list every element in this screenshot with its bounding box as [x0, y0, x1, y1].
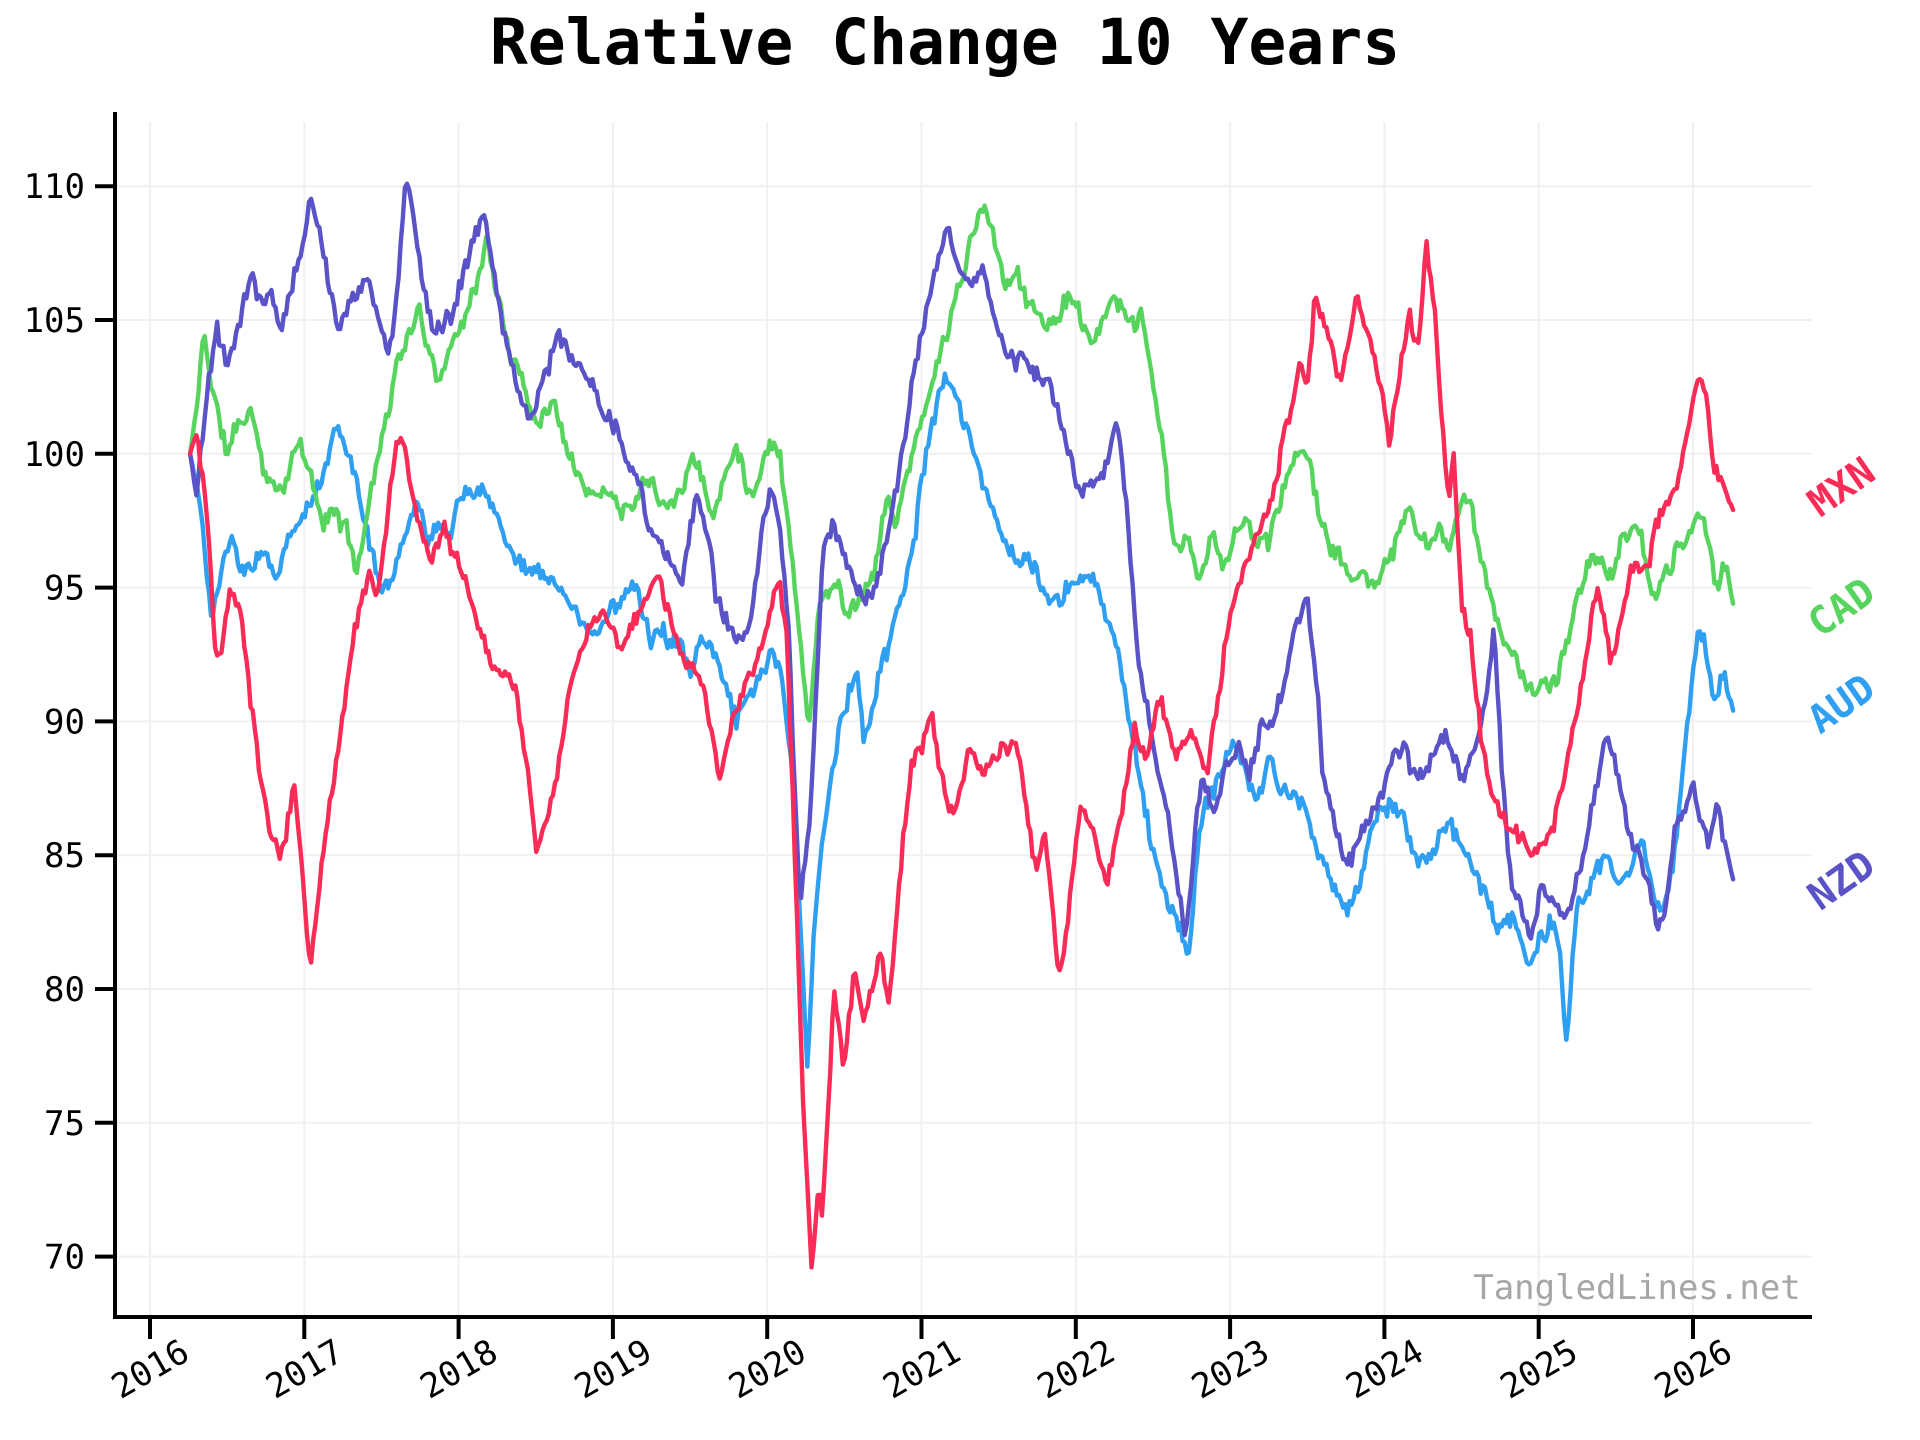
x-tick-label: 2022: [1031, 1332, 1122, 1408]
x-tick-label: 2019: [568, 1332, 659, 1408]
legend-label-aud: AUD: [1800, 666, 1884, 743]
series-line-nzd: [187, 181, 1736, 941]
y-tick-label: 90: [44, 702, 85, 742]
x-tick-label: 2016: [105, 1332, 196, 1408]
x-tick-label: 2025: [1494, 1332, 1585, 1408]
series-line-cad: [187, 203, 1736, 723]
y-tick-label: 95: [44, 569, 85, 609]
chart-title: Relative Change 10 Years: [489, 6, 1401, 79]
series-line-aud: [187, 371, 1736, 1069]
x-tick-label: 2026: [1648, 1332, 1739, 1408]
legend-label-cad: CAD: [1800, 569, 1884, 646]
legend-label-mxn: MXN: [1800, 449, 1884, 526]
x-tick-label: 2018: [414, 1332, 505, 1408]
x-tick-label: 2021: [877, 1332, 968, 1408]
x-tick-label: 2023: [1185, 1332, 1276, 1408]
x-tick-label: 2017: [259, 1332, 350, 1408]
legend-label-nzd: NZD: [1800, 842, 1884, 919]
y-tick-label: 100: [24, 435, 85, 475]
y-tick-label: 70: [44, 1238, 85, 1278]
x-tick-label: 2020: [722, 1332, 813, 1408]
y-tick-label: 110: [24, 167, 85, 207]
x-tick-label: 2024: [1339, 1332, 1430, 1408]
y-tick-label: 105: [24, 301, 85, 341]
y-tick-label: 85: [44, 836, 85, 876]
y-tick-label: 80: [44, 970, 85, 1010]
y-tick-label: 75: [44, 1104, 85, 1144]
series-line-mxn: [187, 238, 1736, 1270]
watermark-text: TangledLines.net: [1473, 1268, 1801, 1308]
